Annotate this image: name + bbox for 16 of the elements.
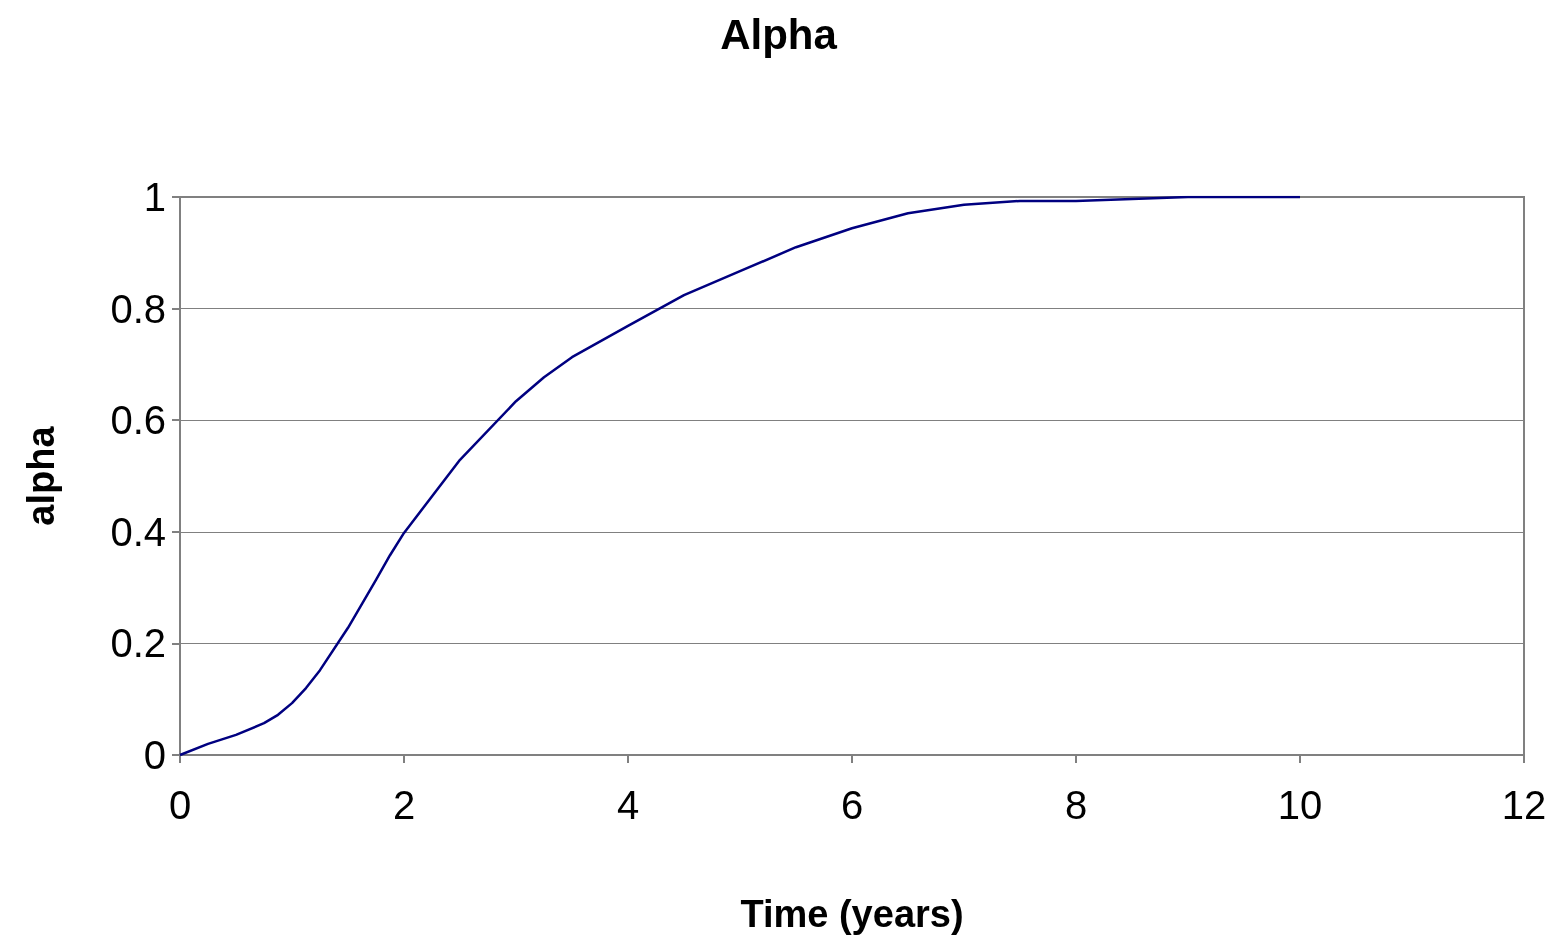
y-tick-label: 0 xyxy=(143,733,166,777)
x-tick-label: 4 xyxy=(616,783,640,827)
y-axis-title: alpha xyxy=(20,425,62,526)
x-tick-label: 12 xyxy=(1501,783,1547,827)
y-tick-label: 0.8 xyxy=(110,286,166,331)
line-series xyxy=(178,195,1302,757)
x-axis-title: Time (years) xyxy=(740,893,964,935)
x-tick-label: 6 xyxy=(840,783,864,827)
y-tick-label: 1 xyxy=(143,175,166,219)
y-tick-label: 0.4 xyxy=(110,509,166,554)
y-tick-label: 0.2 xyxy=(110,621,166,666)
y-tick-label: 0.6 xyxy=(110,398,166,443)
x-tick-label: 8 xyxy=(1064,783,1088,827)
chart-title: Alpha xyxy=(720,10,838,58)
x-tick-label: 10 xyxy=(1277,783,1323,827)
x-tick-label: 2 xyxy=(392,783,416,827)
